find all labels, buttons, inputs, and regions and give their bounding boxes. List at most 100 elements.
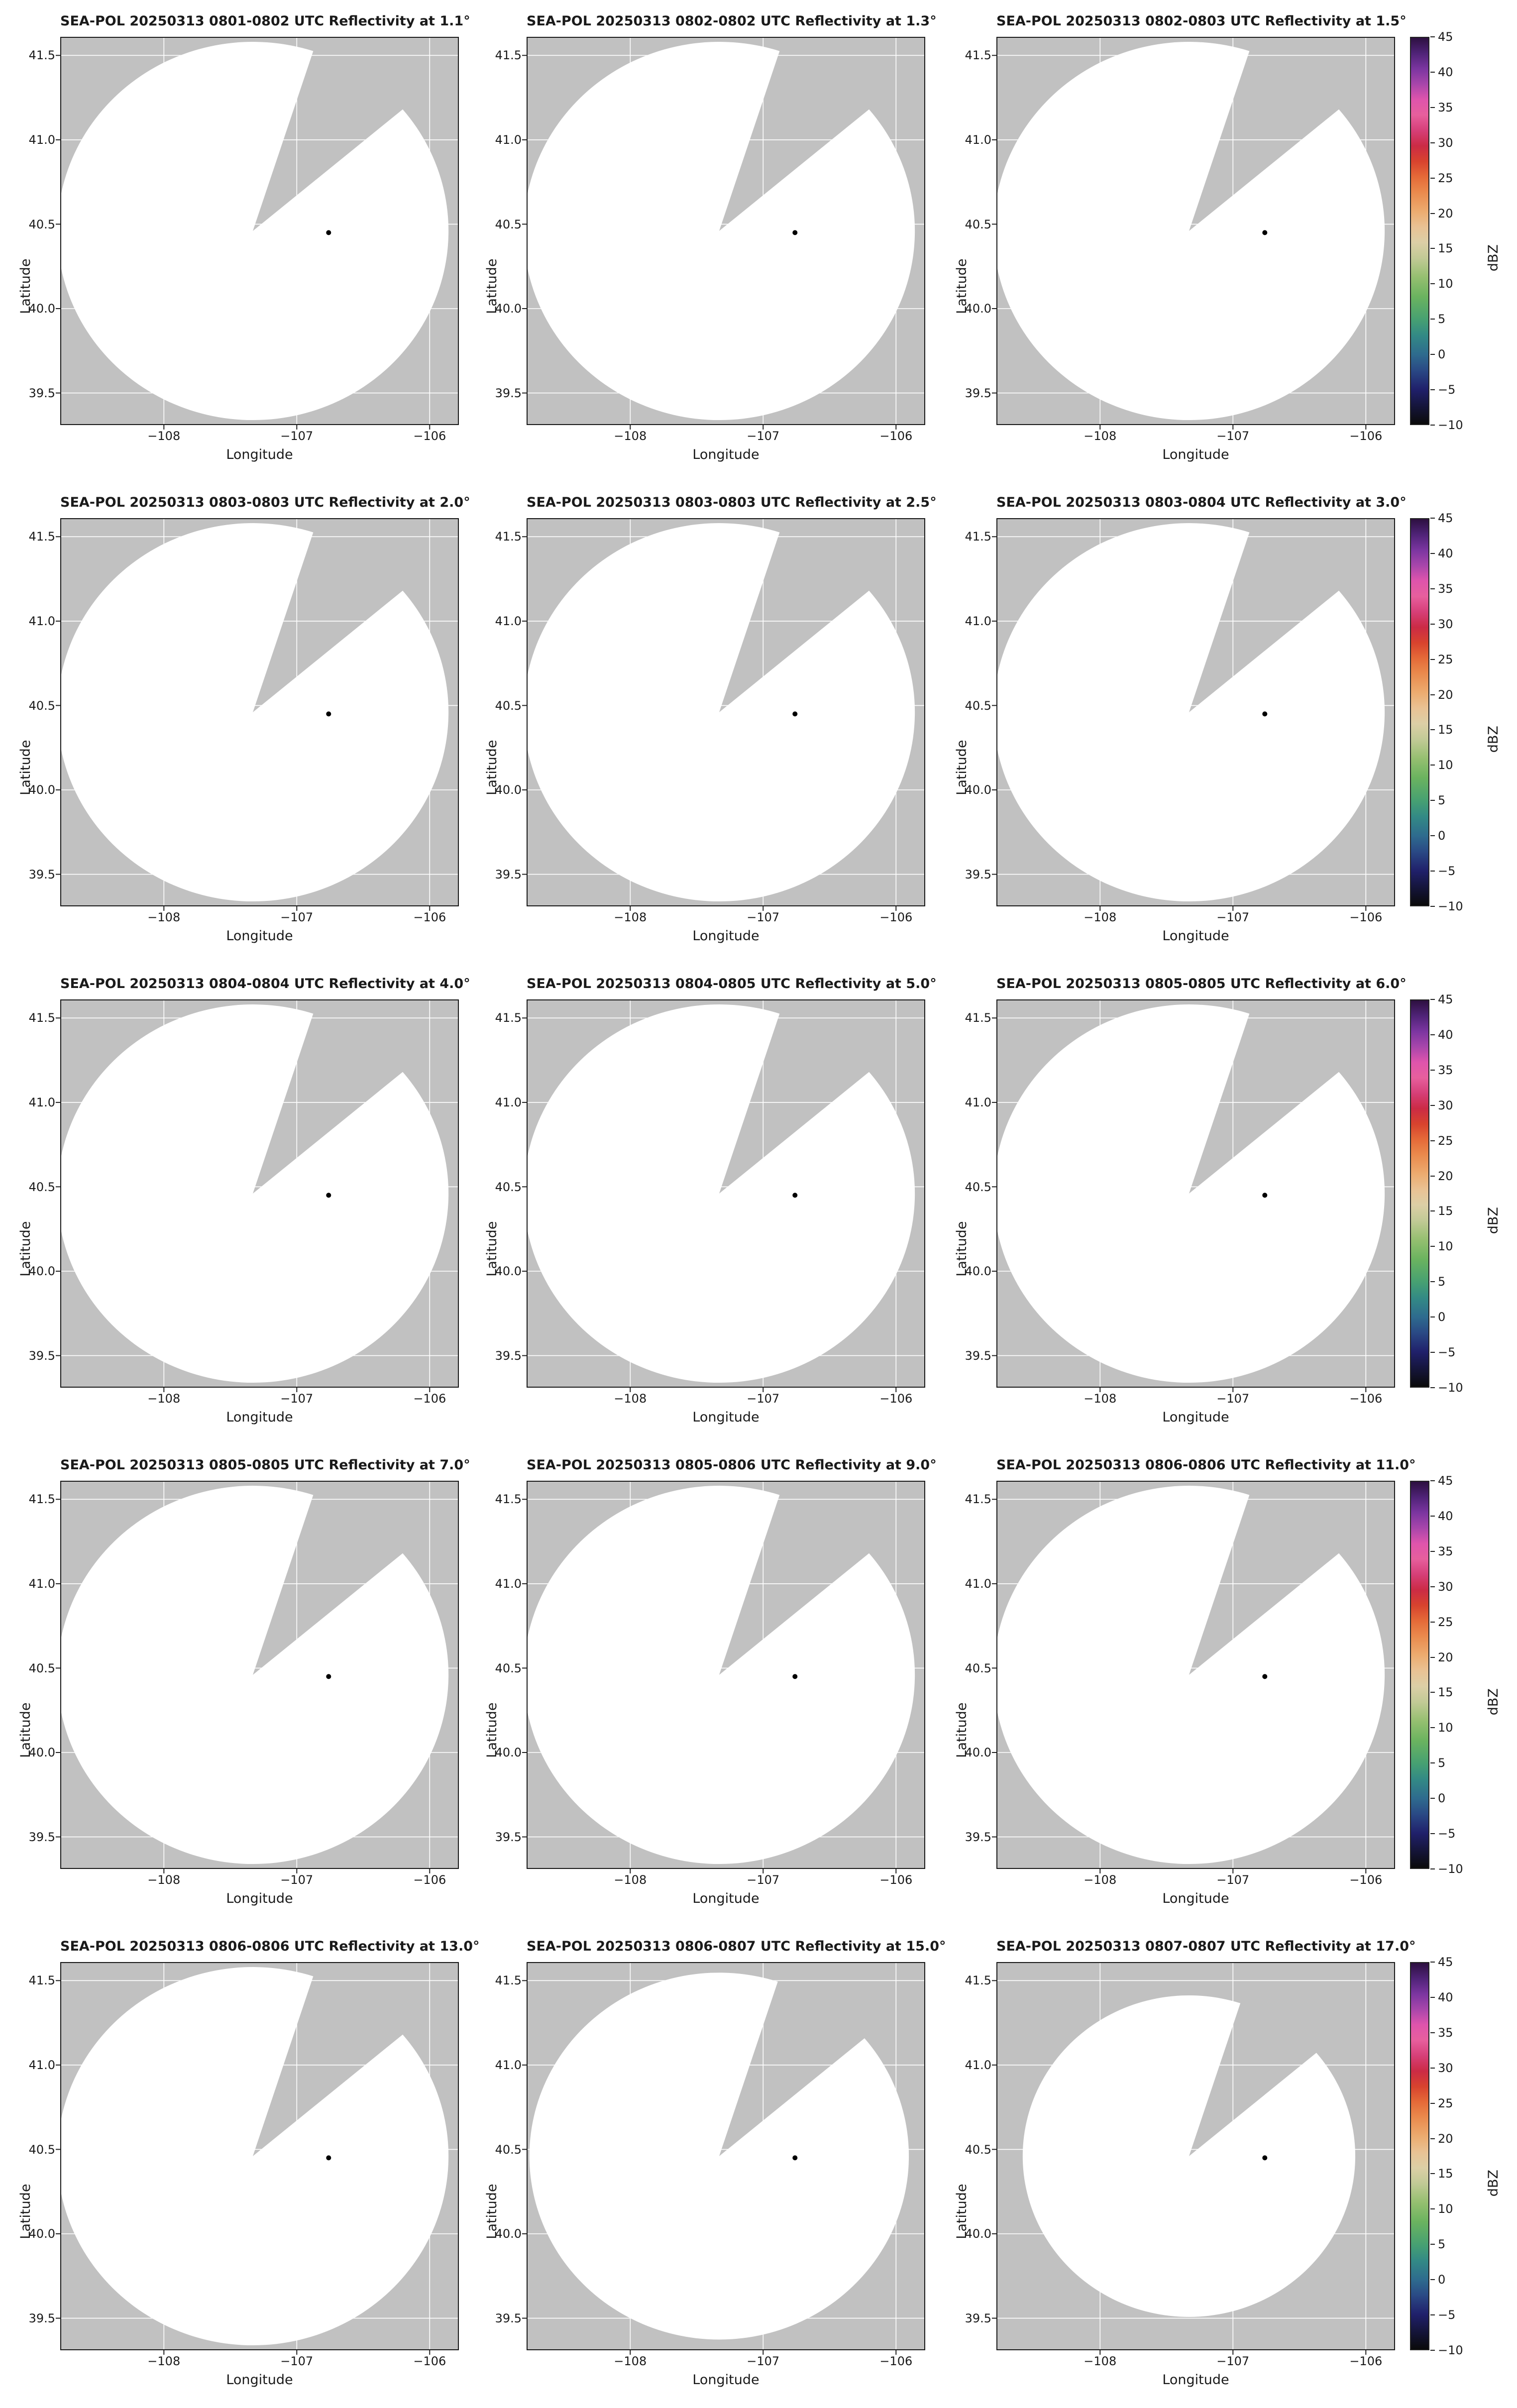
x-tick-label: −108	[1084, 1873, 1117, 1887]
colorbar: 45 40 35 30 25 20 15 10 5 0 −5 −10 dBZ	[1410, 30, 1515, 432]
x-tick-labels: −108 −107 −106	[996, 1869, 1395, 1889]
subplot-panel: SEA-POL 20250313 0801-0802 UTC Reflectiv…	[18, 0, 470, 462]
colorbar-gradient	[1410, 1962, 1429, 2350]
panel-title: SEA-POL 20250313 0803-0803 UTC Reflectiv…	[527, 495, 937, 510]
colorbar-tick-label: 25	[1430, 653, 1453, 666]
plot-row: Latitude 41.5 41.0 40.5 40.0 39.5	[18, 1481, 461, 1873]
colorbar-tick-mark	[1430, 658, 1435, 660]
x-tick-labels: −108 −107 −106	[60, 425, 459, 445]
subplot-panel: SEA-POL 20250313 0804-0805 UTC Reflectiv…	[484, 963, 937, 1425]
colorbar-tick-mark	[1430, 2350, 1435, 2351]
y-tick-label: 41.5	[28, 1973, 55, 1988]
colorbar-tick-label: 35	[1430, 101, 1453, 114]
x-tick-label: −106	[879, 2354, 913, 2368]
y-tick-label: 39.5	[965, 867, 991, 881]
panel-title: SEA-POL 20250313 0806-0806 UTC Reflectiv…	[60, 1939, 480, 1954]
colorbar-tick-mark	[1430, 1833, 1435, 1835]
y-tick-label: 40.0	[28, 783, 55, 797]
colorbar-tick-mark	[1430, 1104, 1435, 1106]
x-tick-label: −107	[1216, 2354, 1250, 2368]
colorbar-tick-mark	[1430, 1316, 1435, 1318]
y-tick-label: 40.5	[495, 698, 522, 713]
x-tick-label: −106	[879, 1392, 913, 1406]
colorbar-label: dBZ	[1486, 2170, 1501, 2197]
y-tick-label: 41.5	[495, 1492, 522, 1507]
colorbar-tick-label: 45	[1430, 1474, 1453, 1488]
colorbar-tick-label: 45	[1430, 1955, 1453, 1969]
plot-row: Latitude 41.5 41.0 40.5 40.0 39.5	[18, 1962, 461, 2355]
y-tick-labels: 41.5 41.0 40.5 40.0 39.5	[965, 1962, 996, 2350]
plot-row: Latitude 41.5 41.0 40.5 40.0 39.5	[954, 1481, 1397, 1873]
panel-border	[60, 518, 459, 906]
x-tick-label: −108	[1084, 2354, 1117, 2368]
panel-border	[60, 1962, 459, 2350]
subplot-panel: SEA-POL 20250313 0803-0803 UTC Reflectiv…	[484, 481, 937, 944]
y-tick-label: 41.5	[28, 530, 55, 544]
colorbar-tick-mark	[1430, 1246, 1435, 1247]
colorbar-tick-mark	[1430, 552, 1435, 554]
panel-border	[996, 37, 1395, 425]
radar-coverage-area	[529, 1972, 909, 2340]
radar-map-canvas	[56, 999, 459, 1392]
radar-coverage-area	[60, 1004, 449, 1383]
colorbar-tick-label: −5	[1430, 1827, 1455, 1841]
colorbar-tick-label: 10	[1430, 2202, 1453, 2216]
colorbar-tick-label: −10	[1430, 2343, 1463, 2357]
radar-map-canvas	[56, 1481, 459, 1873]
y-tick-label: 41.5	[495, 1011, 522, 1025]
colorbar-tick-mark	[1430, 142, 1435, 143]
colorbar-tick-mark	[1430, 2138, 1435, 2139]
y-tick-label: 40.5	[965, 2142, 991, 2157]
colorbar-tick-label: 20	[1430, 688, 1453, 702]
y-tick-label: 40.0	[495, 1264, 522, 1278]
colorbar-tick-label: 35	[1430, 2026, 1453, 2040]
y-tick-labels: 41.5 41.0 40.5 40.0 39.5	[495, 37, 527, 425]
radar-map-canvas	[56, 1962, 459, 2355]
y-tick-label: 39.5	[28, 2311, 55, 2325]
y-tick-label: 40.5	[495, 2142, 522, 2157]
colorbar-tick-label: 15	[1430, 1685, 1453, 1699]
x-axis-label: Longitude	[1162, 1410, 1229, 1425]
x-tick-label: −106	[1349, 2354, 1383, 2368]
colorbar-tick-mark	[1430, 1352, 1435, 1353]
subplot-panel: SEA-POL 20250313 0805-0805 UTC Reflectiv…	[18, 1444, 470, 1906]
panel-border	[996, 518, 1395, 906]
panel-title: SEA-POL 20250313 0802-0803 UTC Reflectiv…	[996, 13, 1407, 29]
y-tick-label: 39.5	[495, 867, 522, 881]
y-tick-labels: 41.5 41.0 40.5 40.0 39.5	[965, 37, 996, 425]
y-tick-label: 41.5	[495, 530, 522, 544]
panel-border	[996, 999, 1395, 1388]
y-tick-label: 39.5	[28, 1348, 55, 1363]
colorbar-tick-mark	[1430, 1387, 1435, 1388]
panel-border	[527, 518, 925, 906]
y-tick-label: 39.5	[965, 1830, 991, 1844]
radar-map-canvas	[56, 518, 459, 911]
x-tick-labels: −108 −107 −106	[60, 906, 459, 926]
y-tick-label: 41.5	[965, 1973, 991, 1988]
subplot-panel: SEA-POL 20250313 0806-0806 UTC Reflectiv…	[954, 1444, 1415, 1906]
colorbar-tick-mark	[1430, 2067, 1435, 2069]
colorbar-tick-label: 20	[1430, 1169, 1453, 1183]
subplot-panel: SEA-POL 20250313 0802-0803 UTC Reflectiv…	[954, 0, 1407, 462]
y-tick-label: 40.0	[965, 2227, 991, 2241]
colorbar-tick-mark	[1430, 694, 1435, 695]
y-tick-label: 40.5	[495, 1180, 522, 1194]
x-tick-labels: −108 −107 −106	[996, 1388, 1395, 1408]
colorbar-tick-label: 30	[1430, 136, 1453, 150]
radar-map-canvas	[992, 999, 1395, 1392]
colorbar-tick-label: 35	[1430, 1063, 1453, 1077]
y-tick-label: 40.0	[965, 1264, 991, 1278]
y-tick-label: 39.5	[28, 867, 55, 881]
colorbar-tick-mark	[1430, 2279, 1435, 2281]
y-tick-label: 40.5	[28, 2142, 55, 2157]
panel-border	[996, 1962, 1395, 2350]
colorbar-tick-label: 30	[1430, 2061, 1453, 2075]
x-tick-label: −107	[1216, 910, 1250, 924]
figure-row: SEA-POL 20250313 0805-0805 UTC Reflectiv…	[0, 1444, 1517, 1925]
y-tick-label: 40.5	[28, 1661, 55, 1675]
y-tick-label: 41.0	[965, 132, 991, 147]
colorbar-tick-label: 5	[1430, 1756, 1445, 1770]
radar-site-dot	[326, 2155, 331, 2161]
colorbar-tick-label: −10	[1430, 1862, 1463, 1876]
colorbar-tick-label: 30	[1430, 1580, 1453, 1594]
